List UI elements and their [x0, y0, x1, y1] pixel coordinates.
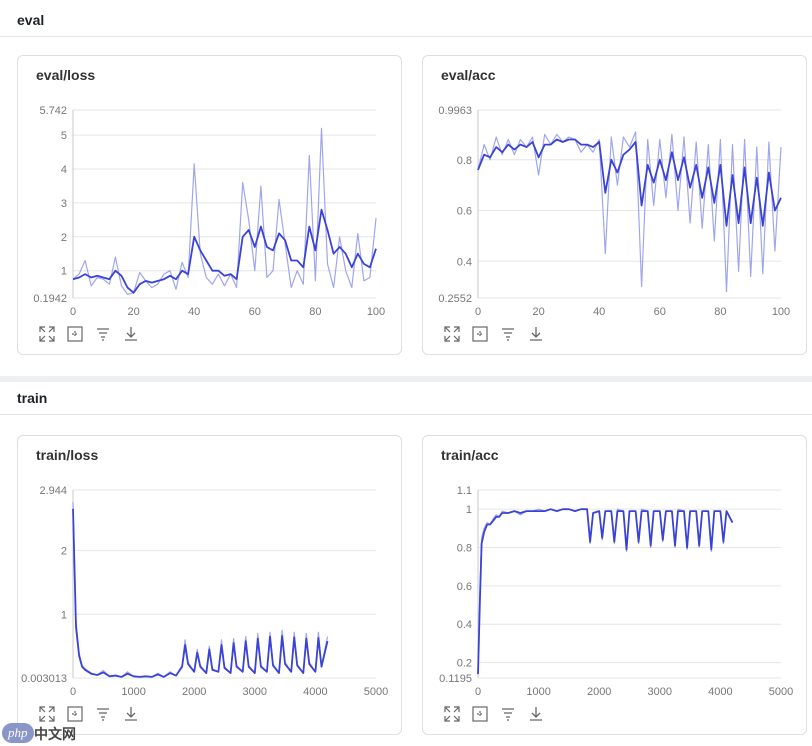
- watermark-text: 中文网: [34, 726, 76, 742]
- filter-icon[interactable]: [499, 325, 517, 343]
- series-line-smoothed: [72, 208, 377, 294]
- download-icon[interactable]: [122, 705, 140, 723]
- y-tick-label: 0.2: [457, 658, 472, 670]
- filter-icon[interactable]: [94, 705, 112, 723]
- x-tick-label: 1000: [121, 686, 145, 698]
- series-line-smoothed: [477, 508, 734, 675]
- x-tick-label: 1000: [526, 686, 550, 698]
- watermark-badge: php: [2, 723, 34, 743]
- chart-title: train/acc: [441, 447, 499, 463]
- chart-toolbar: [443, 705, 545, 723]
- y-tick-label: 0.1942: [33, 293, 67, 305]
- x-tick-label: 20: [532, 306, 544, 318]
- y-tick-label: 2.944: [39, 485, 67, 497]
- y-tick-label: 0.003013: [21, 673, 67, 685]
- x-tick-label: 0: [475, 686, 481, 698]
- y-tick-label: 3: [61, 198, 67, 210]
- y-tick-label: 0.1195: [439, 673, 472, 685]
- y-tick-label: 0.4: [457, 256, 472, 268]
- chart-title: eval/loss: [36, 67, 96, 83]
- section-header-train[interactable]: train: [0, 382, 812, 415]
- x-tick-label: 2000: [182, 686, 206, 698]
- x-tick-label: 5000: [769, 686, 793, 698]
- chart-card-eval-loss: eval/loss 5.742 5 4 3 2 1 0.1942 0 20 40 60 80 100: [17, 55, 402, 355]
- section-title: eval: [17, 12, 45, 28]
- expand-icon[interactable]: [443, 325, 461, 343]
- x-tick-label: 60: [654, 306, 666, 318]
- chart-toolbar: [443, 325, 545, 343]
- download-icon[interactable]: [527, 325, 545, 343]
- y-tick-label: 2: [61, 232, 67, 244]
- expand-icon[interactable]: [38, 705, 56, 723]
- series-line-raw: [477, 508, 734, 675]
- fit-icon[interactable]: [66, 325, 84, 343]
- y-tick-label: 0.4: [457, 619, 472, 631]
- x-tick-label: 60: [249, 306, 261, 318]
- y-tick-label: 5.742: [39, 105, 67, 117]
- chart-toolbar: [38, 325, 140, 343]
- fit-icon[interactable]: [471, 705, 489, 723]
- filter-icon[interactable]: [499, 705, 517, 723]
- y-tick-label: 0.8: [457, 543, 472, 555]
- x-tick-label: 3000: [243, 686, 267, 698]
- x-tick-label: 20: [127, 306, 139, 318]
- series-line-raw: [477, 131, 782, 293]
- x-tick-label: 3000: [648, 686, 672, 698]
- expand-icon[interactable]: [443, 705, 461, 723]
- chart-title: train/loss: [36, 447, 99, 463]
- series-line-raw: [72, 502, 329, 678]
- chart-card-train-acc: train/acc 1.1 1 0.8 0.6 0.4 0.2 0.1195 0 1000 200…: [422, 435, 807, 735]
- y-tick-label: 1: [466, 504, 472, 516]
- y-tick-label: 0.6: [457, 581, 472, 593]
- x-tick-label: 5000: [364, 686, 388, 698]
- y-tick-label: 1: [61, 609, 67, 621]
- x-tick-label: 2000: [587, 686, 611, 698]
- series-line-raw: [72, 127, 377, 295]
- y-tick-label: 2: [61, 545, 67, 557]
- x-tick-label: 40: [188, 306, 200, 318]
- section-divider: [0, 376, 812, 382]
- chart-title: eval/acc: [441, 67, 496, 83]
- chart-card-train-loss: train/loss 2.944 2 1 0.003013 0 1000 2000 3000 4…: [17, 435, 402, 735]
- filter-icon[interactable]: [94, 325, 112, 343]
- expand-icon[interactable]: [38, 325, 56, 343]
- y-tick-label: 0.9963: [438, 105, 472, 117]
- section-title: train: [17, 390, 48, 406]
- download-icon[interactable]: [527, 705, 545, 723]
- series-line-smoothed: [72, 508, 329, 678]
- x-tick-label: 100: [367, 306, 385, 318]
- y-tick-label: 0.2552: [438, 293, 472, 305]
- x-tick-label: 4000: [303, 686, 327, 698]
- y-tick-label: 5: [61, 130, 67, 142]
- y-tick-label: 4: [61, 164, 67, 176]
- chart-toolbar: [38, 705, 140, 723]
- x-tick-label: 40: [593, 306, 605, 318]
- chart-card-eval-acc: eval/acc 0.9963 0.8 0.6 0.4 0.2552 0 20 40 60 80 1…: [422, 55, 807, 355]
- x-tick-label: 80: [714, 306, 726, 318]
- fit-icon[interactable]: [471, 325, 489, 343]
- x-tick-label: 80: [309, 306, 321, 318]
- x-tick-label: 0: [70, 686, 76, 698]
- x-tick-label: 100: [772, 306, 790, 318]
- x-tick-label: 0: [475, 306, 481, 318]
- fit-icon[interactable]: [66, 705, 84, 723]
- y-tick-label: 0.8: [457, 155, 472, 167]
- x-tick-label: 0: [70, 306, 76, 318]
- series-line-smoothed: [477, 138, 782, 227]
- download-icon[interactable]: [122, 325, 140, 343]
- y-tick-label: 1: [61, 266, 67, 278]
- section-header-eval[interactable]: eval: [0, 4, 812, 37]
- watermark-logo: php 中文网: [0, 722, 95, 746]
- x-tick-label: 4000: [708, 686, 732, 698]
- y-tick-label: 0.6: [457, 206, 472, 218]
- y-tick-label: 1.1: [457, 485, 472, 497]
